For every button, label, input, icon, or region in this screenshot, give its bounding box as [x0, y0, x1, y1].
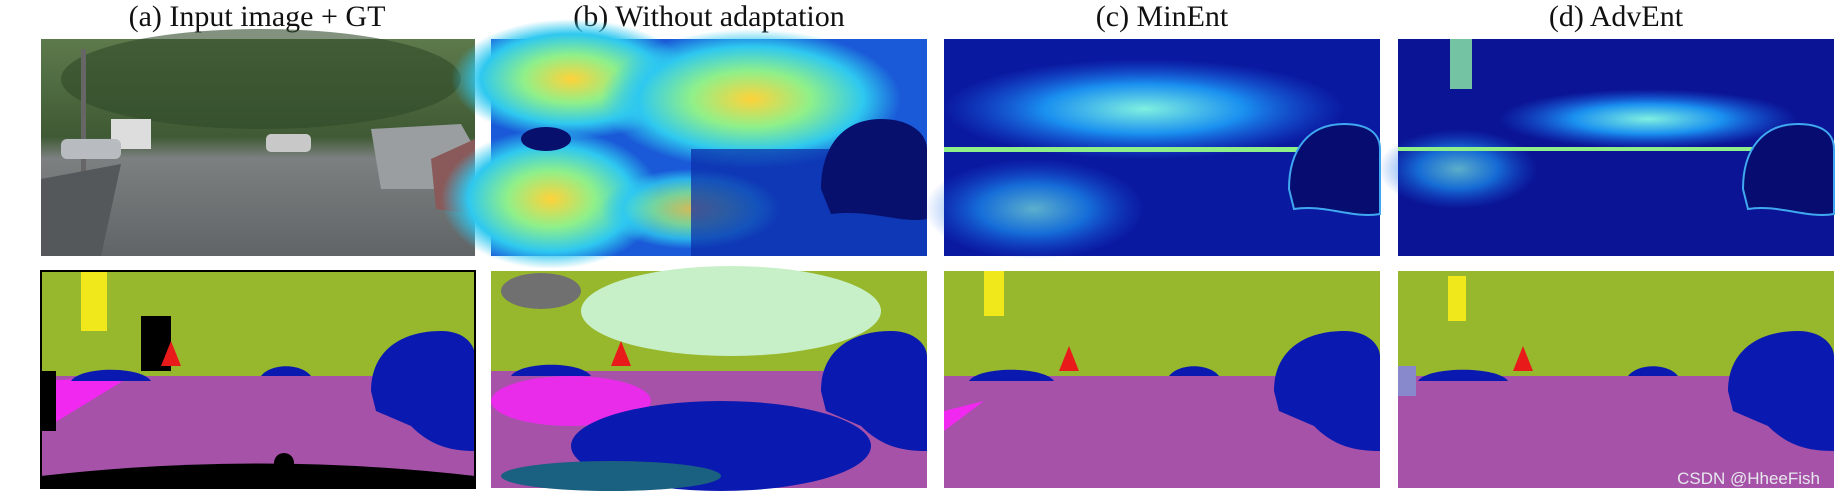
entropy-map	[1378, 39, 1835, 256]
input-photo	[41, 29, 475, 256]
segmentation-map	[1398, 271, 1834, 488]
entropy-map	[441, 19, 927, 269]
watermark: CSDN @HheeFish	[1677, 469, 1820, 488]
segmentation-map	[491, 266, 927, 491]
segmentation-gt	[40, 270, 476, 489]
column-title: (d) AdvEnt	[1549, 0, 1684, 33]
entropy-map	[924, 39, 1381, 259]
column-title: (a) Input image + GT	[129, 0, 386, 33]
column-title: (c) MinEnt	[1096, 0, 1229, 33]
segmentation-map	[944, 271, 1380, 488]
